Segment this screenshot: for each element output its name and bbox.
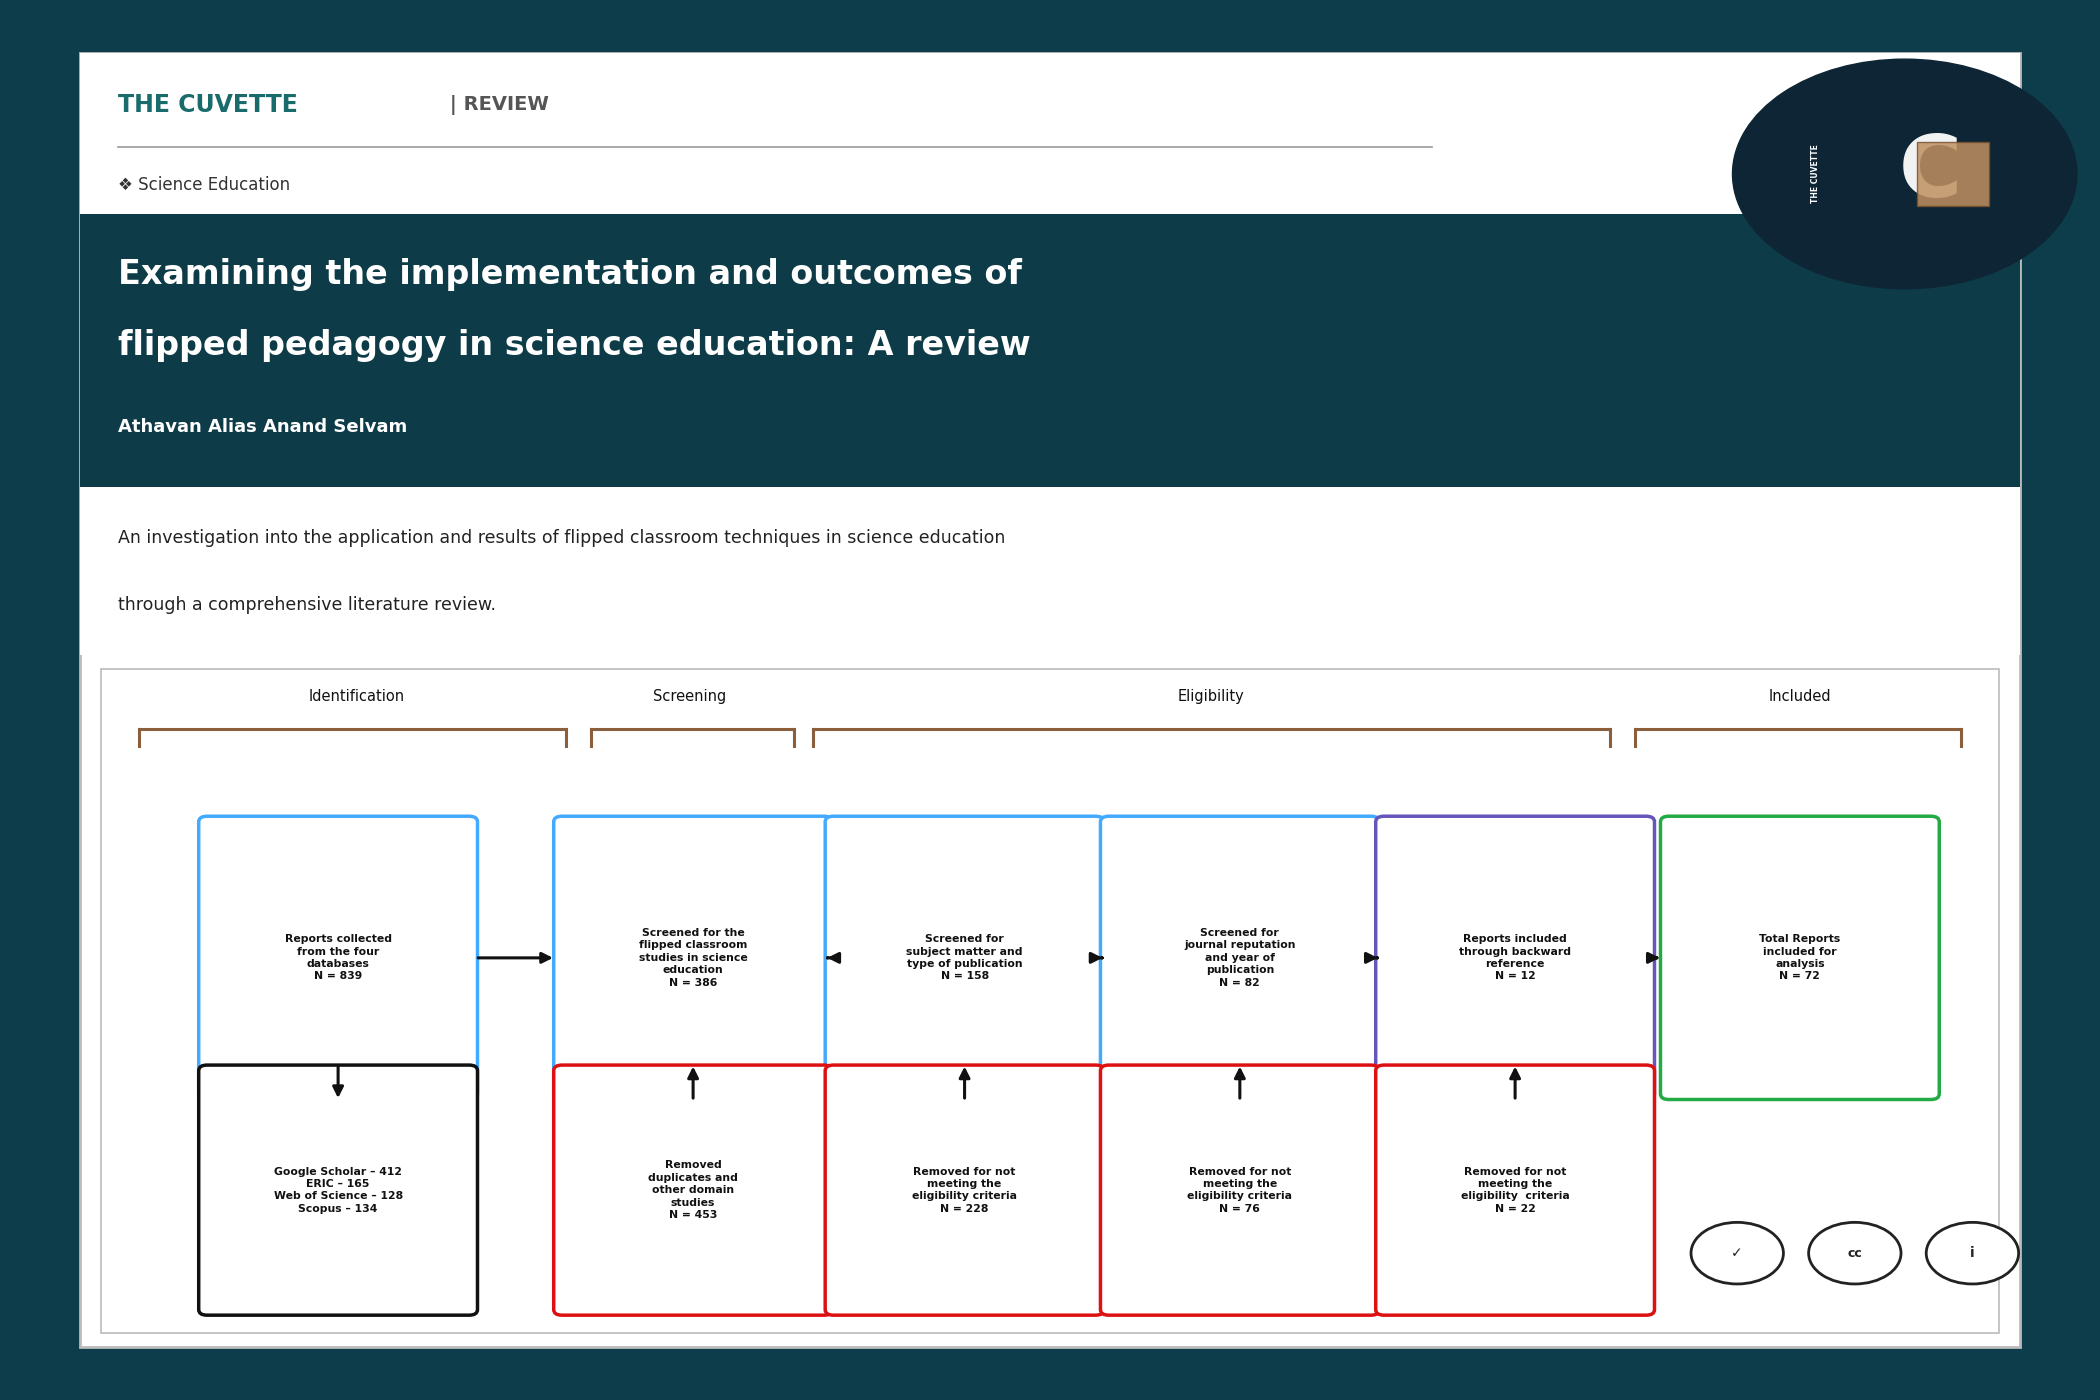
Text: flipped pedagogy in science education: A review: flipped pedagogy in science education: A… (118, 329, 1031, 361)
Text: Removed for not
meeting the
eligibility criteria
N = 228: Removed for not meeting the eligibility … (911, 1166, 1016, 1214)
Circle shape (1808, 1222, 1900, 1284)
Text: Reports included
through backward
reference
N = 12: Reports included through backward refere… (1460, 934, 1571, 981)
FancyBboxPatch shape (200, 816, 477, 1099)
FancyBboxPatch shape (554, 816, 832, 1099)
FancyBboxPatch shape (200, 1065, 477, 1315)
Bar (80, 487, 2020, 655)
Text: Included: Included (1768, 689, 1831, 704)
FancyBboxPatch shape (1376, 1065, 1655, 1315)
Text: i: i (1970, 1246, 1974, 1260)
Text: Total Reports
included for
analysis
N = 72: Total Reports included for analysis N = … (1760, 934, 1840, 981)
Text: Identification: Identification (309, 689, 405, 704)
Text: cc: cc (1848, 1246, 1863, 1260)
Text: C: C (1898, 133, 1961, 216)
FancyBboxPatch shape (1661, 816, 1938, 1099)
Text: Screening: Screening (653, 689, 727, 704)
FancyBboxPatch shape (1100, 816, 1380, 1099)
Text: An investigation into the application and results of flipped classroom technique: An investigation into the application an… (118, 529, 1006, 546)
Text: THE CUVETTE: THE CUVETTE (1810, 144, 1821, 203)
Bar (80, 53, 2020, 214)
Bar (80, 214, 2020, 487)
Text: ✓: ✓ (1730, 1246, 1743, 1260)
Circle shape (1926, 1222, 2018, 1284)
Bar (101, 669, 1999, 1333)
Circle shape (1690, 1222, 1783, 1284)
Text: Screened for
subject matter and
type of publication
N = 158: Screened for subject matter and type of … (907, 934, 1023, 981)
FancyBboxPatch shape (1917, 141, 1989, 206)
FancyBboxPatch shape (554, 1065, 832, 1315)
Circle shape (1732, 59, 2077, 288)
Text: | REVIEW: | REVIEW (443, 95, 548, 115)
FancyBboxPatch shape (80, 53, 2020, 1347)
Text: Removed for not
meeting the
eligibility criteria
N = 76: Removed for not meeting the eligibility … (1186, 1166, 1292, 1214)
Text: ❖ Science Education: ❖ Science Education (118, 176, 290, 195)
Text: Screened for the
flipped classroom
studies in science
education
N = 386: Screened for the flipped classroom studi… (638, 928, 748, 987)
Text: Reports collected
from the four
databases
N = 839: Reports collected from the four database… (286, 934, 391, 981)
Text: through a comprehensive literature review.: through a comprehensive literature revie… (118, 596, 496, 613)
FancyBboxPatch shape (825, 1065, 1105, 1315)
Text: Screened for
journal reputation
and year of
publication
N = 82: Screened for journal reputation and year… (1184, 928, 1296, 987)
FancyBboxPatch shape (1100, 1065, 1380, 1315)
Text: Eligibility: Eligibility (1178, 689, 1245, 704)
Text: Removed for not
meeting the
eligibility  criteria
N = 22: Removed for not meeting the eligibility … (1462, 1166, 1569, 1214)
Text: Removed
duplicates and
other domain
studies
N = 453: Removed duplicates and other domain stud… (649, 1161, 737, 1219)
Text: Google Scholar – 412
ERIC – 165
Web of Science – 128
Scopus – 134: Google Scholar – 412 ERIC – 165 Web of S… (273, 1166, 403, 1214)
FancyBboxPatch shape (825, 816, 1105, 1099)
Text: Examining the implementation and outcomes of: Examining the implementation and outcome… (118, 258, 1021, 291)
FancyBboxPatch shape (1376, 816, 1655, 1099)
Text: THE CUVETTE: THE CUVETTE (118, 92, 298, 116)
Text: Athavan Alias Anand Selvam: Athavan Alias Anand Selvam (118, 419, 407, 437)
